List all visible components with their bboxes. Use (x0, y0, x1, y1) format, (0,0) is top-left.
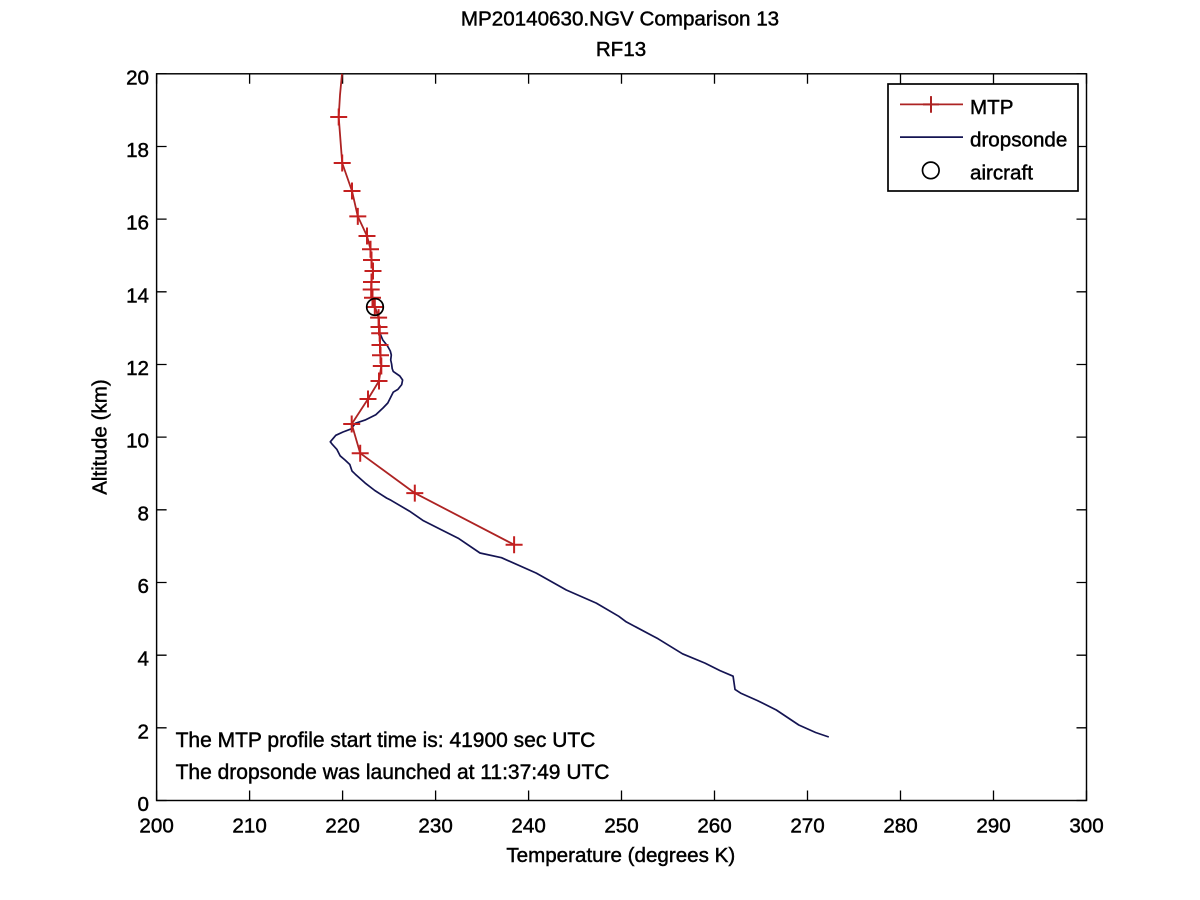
svg-text:The dropsonde was launched at: The dropsonde was launched at 11:37:49 U… (176, 761, 610, 784)
svg-text:250: 250 (604, 815, 638, 838)
svg-text:20: 20 (126, 66, 149, 89)
svg-text:200: 200 (139, 815, 173, 838)
svg-text:16: 16 (126, 212, 149, 235)
svg-text:6: 6 (138, 575, 149, 598)
svg-text:14: 14 (126, 284, 149, 307)
svg-text:0: 0 (138, 793, 149, 816)
svg-text:230: 230 (418, 815, 452, 838)
svg-text:RF13: RF13 (596, 38, 646, 61)
svg-text:300: 300 (1069, 815, 1103, 838)
svg-text:220: 220 (325, 815, 359, 838)
svg-text:12: 12 (126, 357, 149, 380)
svg-text:8: 8 (138, 502, 149, 525)
svg-text:2: 2 (138, 720, 149, 743)
svg-text:MTP: MTP (970, 96, 1013, 119)
svg-text:Altitude (km): Altitude (km) (89, 379, 112, 495)
svg-text:270: 270 (790, 815, 824, 838)
svg-text:18: 18 (126, 139, 149, 162)
svg-text:10: 10 (126, 430, 149, 453)
svg-text:4: 4 (138, 648, 149, 671)
svg-text:The MTP profile start time is:: The MTP profile start time is: 41900 sec… (176, 729, 596, 752)
svg-text:210: 210 (232, 815, 266, 838)
svg-text:260: 260 (697, 815, 731, 838)
svg-text:290: 290 (976, 815, 1010, 838)
svg-text:aircraft: aircraft (970, 162, 1033, 185)
svg-text:Temperature (degrees K): Temperature (degrees K) (506, 844, 735, 867)
svg-text:280: 280 (883, 815, 917, 838)
svg-text:MP20140630.NGV Comparison 13: MP20140630.NGV Comparison 13 (461, 8, 779, 31)
svg-text:240: 240 (511, 815, 545, 838)
svg-text:dropsonde: dropsonde (970, 129, 1067, 152)
